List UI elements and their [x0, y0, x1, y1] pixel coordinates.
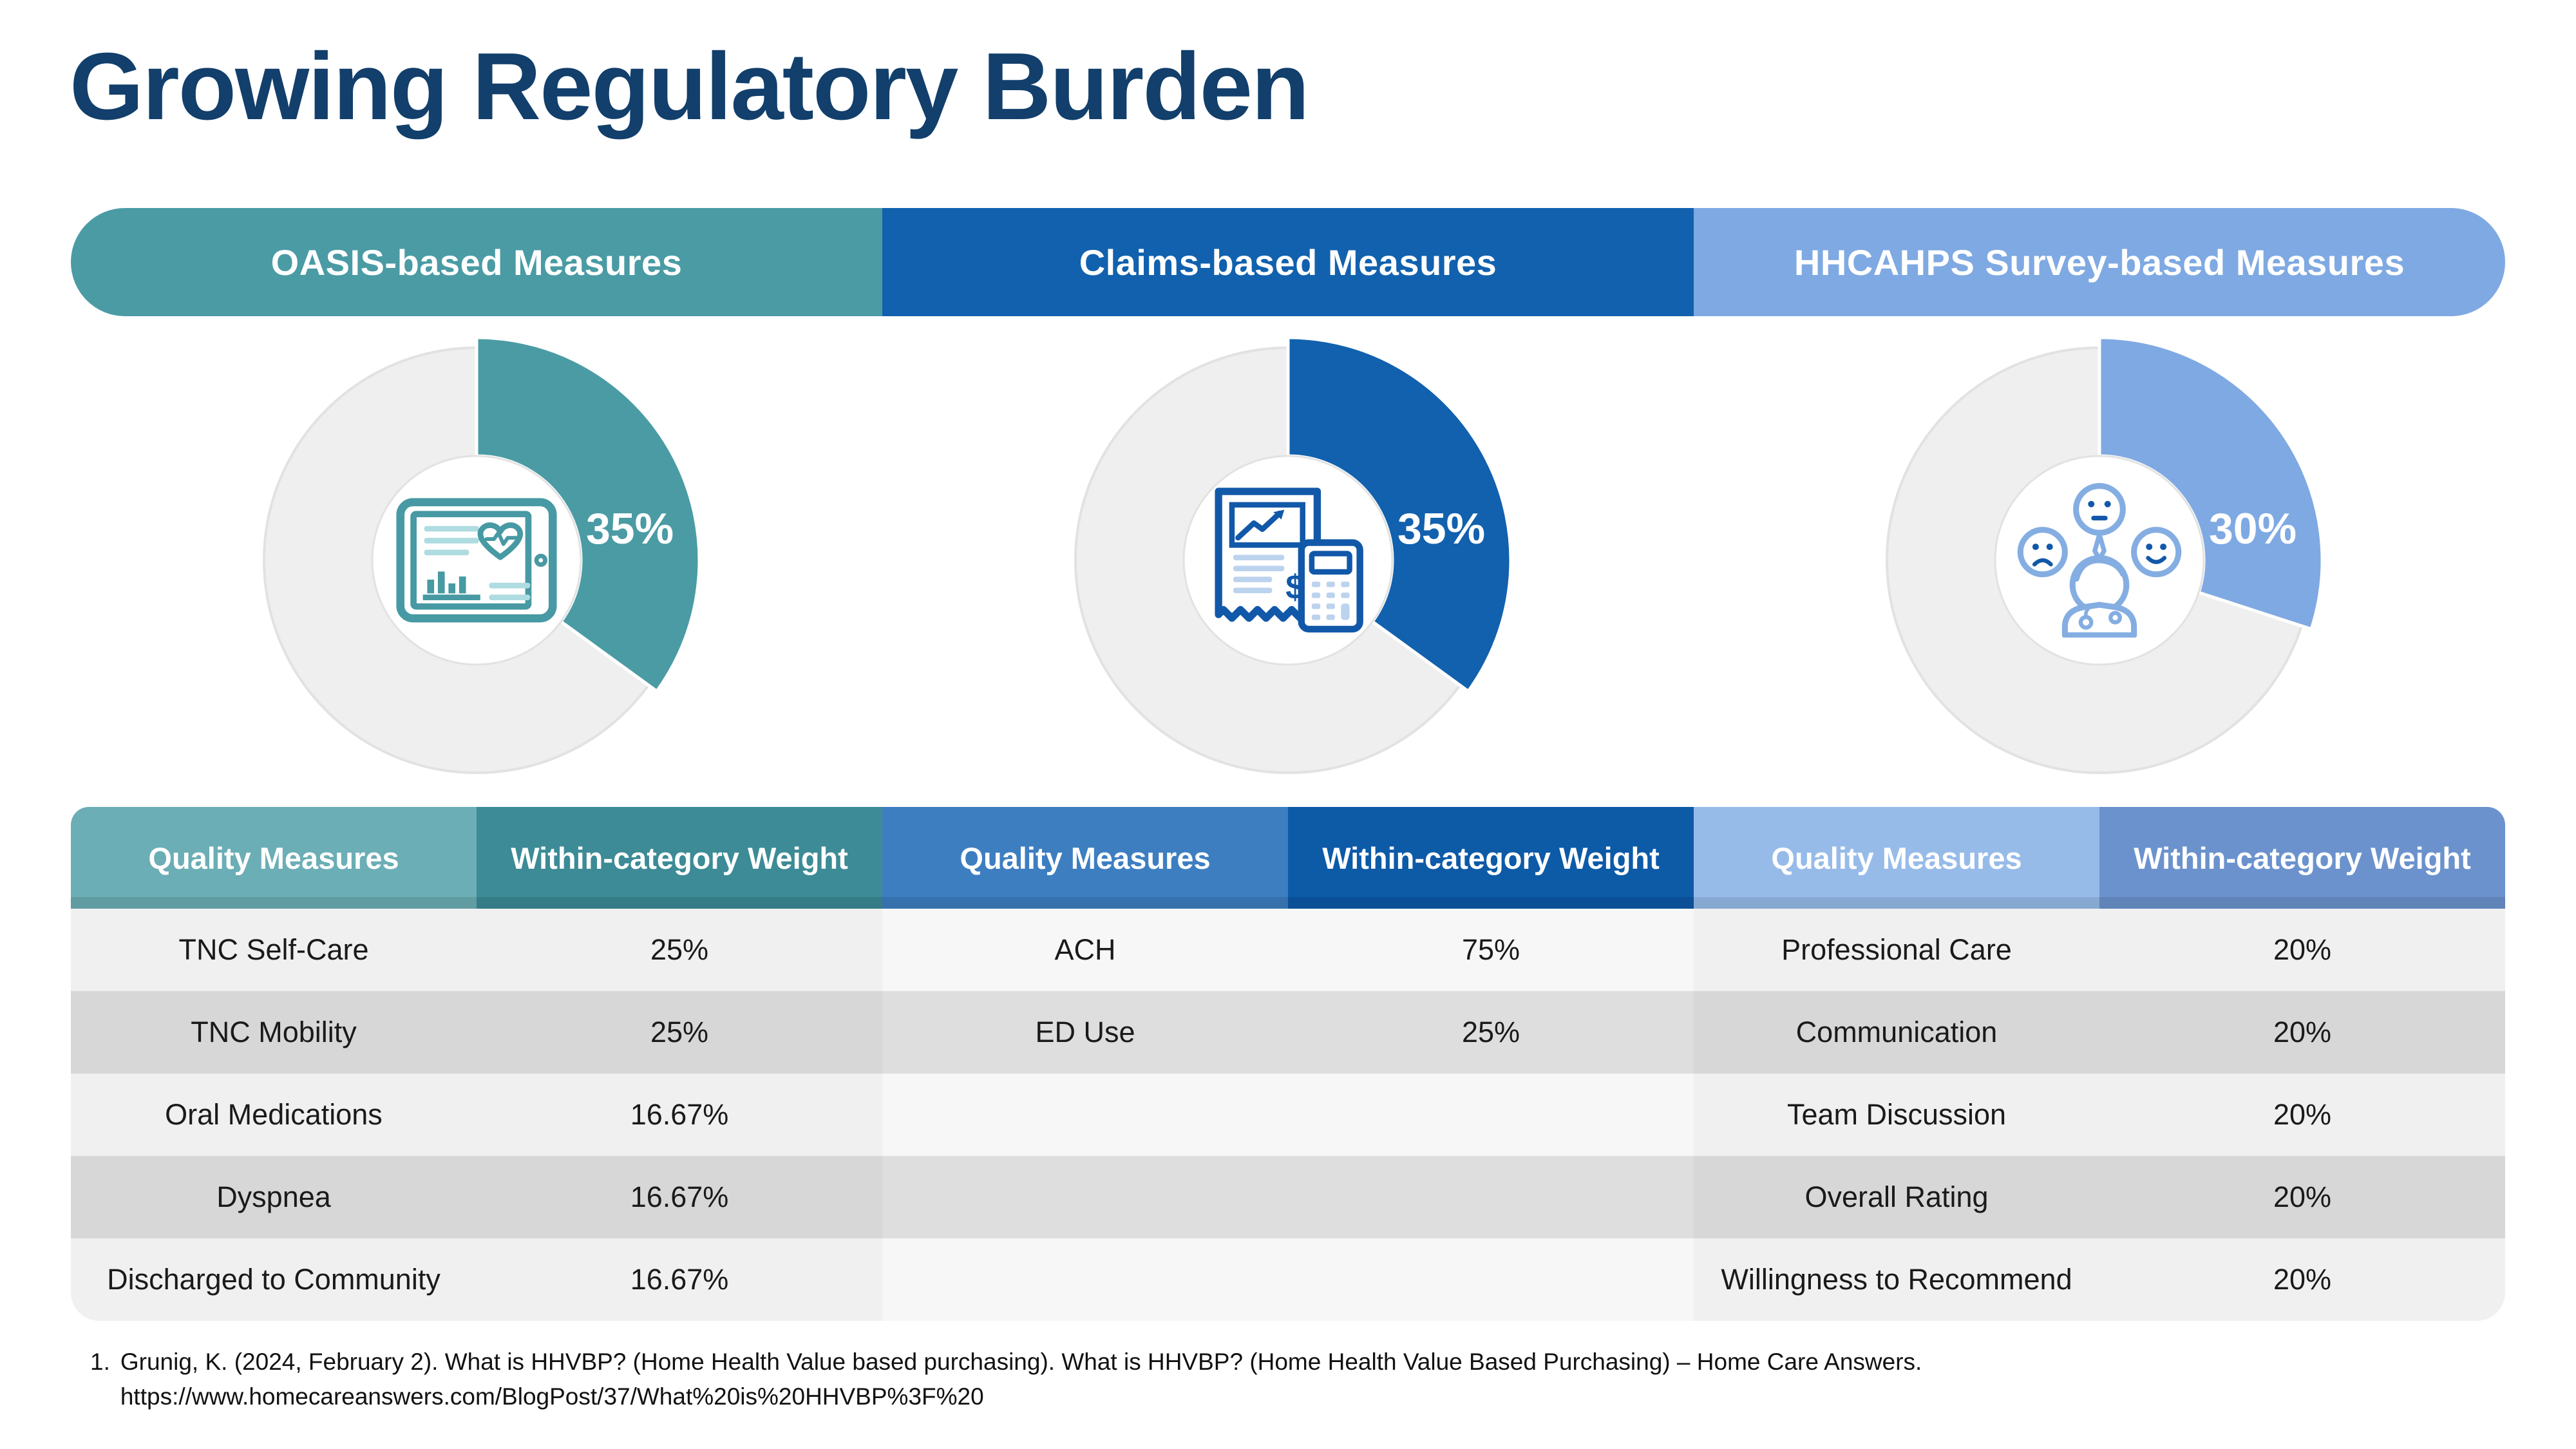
measure-cell: Communication [1795, 1016, 1998, 1048]
table-row: Dyspnea 16.67% [71, 1156, 882, 1238]
oasis-header: OASIS-based Measures [71, 208, 882, 316]
table-row: Discharged to Community 16.67% [71, 1238, 882, 1321]
footnote-url[interactable]: https://www.homecareanswers.com/BlogPost… [120, 1383, 984, 1410]
measure-cell [882, 1156, 1288, 1238]
measure-cell: TNC Self-Care [178, 933, 369, 966]
weight-cell: 16.67% [630, 1180, 729, 1213]
weight-cell: 75% [1461, 933, 1520, 966]
oasis-column-header-weight: Within-category Weight [477, 807, 882, 909]
table-row [882, 1156, 1694, 1238]
claims-donut-chart: $ 35% [1063, 335, 1513, 786]
claims-table: Quality Measures Within-category Weight … [882, 807, 1694, 1321]
weight-cell [1288, 1074, 1694, 1156]
health-dashboard-tablet-icon [395, 497, 558, 623]
weight-cell: 20% [2273, 1263, 2332, 1296]
table-row: ACH 75% [882, 909, 1694, 991]
measure-cell: Professional Care [1781, 933, 2012, 966]
hhcahps-header: HHCAHPS Survey-based Measures [1694, 208, 2505, 316]
claims-header-label: Claims-based Measures [1079, 242, 1497, 283]
table-row: Professional Care 20% [1694, 909, 2505, 991]
claims-column-header-weight: Within-category Weight [1288, 807, 1694, 909]
table-row: TNC Self-Care 25% [71, 909, 882, 991]
table-row [882, 1074, 1694, 1156]
claims-header: Claims-based Measures [882, 208, 1694, 316]
weight-cell: 20% [2273, 1098, 2332, 1131]
measure-cell: Team Discussion [1786, 1098, 2007, 1131]
table-row: ED Use 25% [882, 991, 1694, 1074]
weight-cell: 20% [2273, 1016, 2332, 1048]
footnote-marker: 1. [90, 1349, 110, 1375]
measure-tables: Quality Measures Within-category Weight … [71, 807, 2505, 1321]
weight-cell [1288, 1156, 1694, 1238]
measure-cell [882, 1238, 1288, 1321]
weight-cell: 25% [1461, 1016, 1520, 1048]
oasis-table: Quality Measures Within-category Weight … [71, 807, 882, 1321]
weight-cell: 25% [650, 933, 709, 966]
table-row: TNC Mobility 25% [71, 991, 882, 1074]
weight-cell: 25% [650, 1016, 709, 1048]
table-row [882, 1238, 1694, 1321]
claims-percent-label: 35% [1397, 504, 1486, 553]
table-row: Communication 20% [1694, 991, 2505, 1074]
donut-chart-row: 35% $ [71, 335, 2505, 786]
footnote: 1. Grunig, K. (2024, February 2). What i… [90, 1345, 1922, 1414]
category-header-bar: OASIS-based Measures Claims-based Measur… [71, 208, 2505, 316]
hhcahps-table: Quality Measures Within-category Weight … [1694, 807, 2505, 1321]
measure-cell: Overall Rating [1804, 1180, 1989, 1213]
claims-column-header-quality-measures: Quality Measures [882, 807, 1288, 909]
receipt-calculator-icon: $ [1209, 484, 1367, 637]
oasis-donut-chart: 35% [251, 335, 702, 786]
table-row: Willingness to Recommend 20% [1694, 1238, 2505, 1321]
hhcahps-donut-chart: 30% [1874, 335, 2325, 786]
oasis-percent-label: 35% [585, 504, 674, 553]
hhcahps-column-header-quality-measures: Quality Measures [1694, 807, 2099, 909]
measure-cell [882, 1074, 1288, 1156]
weight-cell: 16.67% [630, 1263, 729, 1296]
weight-cell: 20% [2273, 933, 2332, 966]
measure-cell: Willingness to Recommend [1721, 1263, 2072, 1296]
weight-cell: 16.67% [630, 1098, 729, 1131]
oasis-header-label: OASIS-based Measures [270, 242, 683, 283]
table-row: Oral Medications 16.67% [71, 1074, 882, 1156]
table-row: Overall Rating 20% [1694, 1156, 2505, 1238]
oasis-column-header-quality-measures: Quality Measures [71, 807, 477, 909]
page-title: Growing Regulatory Burden [70, 33, 1309, 140]
measure-cell: Dyspnea [216, 1180, 331, 1213]
measure-cell: Oral Medications [165, 1098, 383, 1131]
patient-satisfaction-faces-icon [2014, 483, 2184, 638]
measure-cell: TNC Mobility [191, 1016, 357, 1048]
measure-cell: ACH [1054, 933, 1116, 966]
weight-cell: 20% [2273, 1180, 2332, 1213]
measure-cell: ED Use [1035, 1016, 1135, 1048]
footnote-citation: Grunig, K. (2024, February 2). What is H… [120, 1349, 1922, 1375]
weight-cell [1288, 1238, 1694, 1321]
hhcahps-header-label: HHCAHPS Survey-based Measures [1794, 242, 2405, 283]
hhcahps-percent-label: 30% [2208, 504, 2297, 553]
measure-cell: Discharged to Community [107, 1263, 440, 1296]
table-row: Team Discussion 20% [1694, 1074, 2505, 1156]
hhcahps-column-header-weight: Within-category Weight [2099, 807, 2505, 909]
